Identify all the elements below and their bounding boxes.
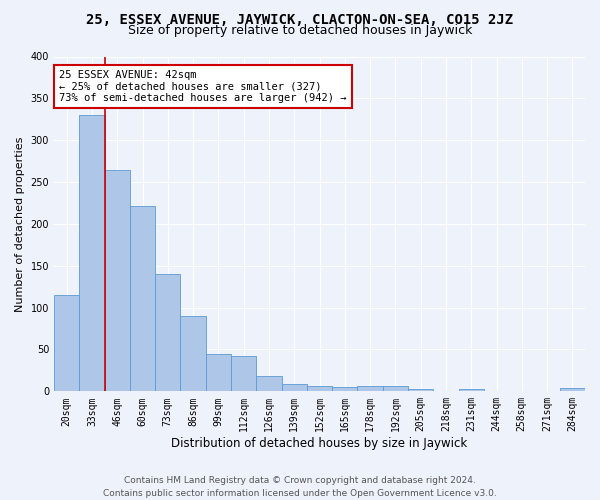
Bar — [104, 170, 130, 392]
Bar — [130, 206, 155, 392]
Bar — [560, 388, 585, 392]
Bar — [307, 386, 332, 392]
Text: 25, ESSEX AVENUE, JAYWICK, CLACTON-ON-SEA, CO15 2JZ: 25, ESSEX AVENUE, JAYWICK, CLACTON-ON-SE… — [86, 12, 514, 26]
Bar — [181, 316, 206, 392]
Bar — [458, 389, 484, 392]
Bar — [383, 386, 408, 392]
Bar — [79, 115, 104, 392]
Bar — [332, 387, 358, 392]
Text: Size of property relative to detached houses in Jaywick: Size of property relative to detached ho… — [128, 24, 472, 37]
Bar — [54, 295, 79, 392]
Text: Contains HM Land Registry data © Crown copyright and database right 2024.
Contai: Contains HM Land Registry data © Crown c… — [103, 476, 497, 498]
Bar — [155, 274, 181, 392]
Y-axis label: Number of detached properties: Number of detached properties — [15, 136, 25, 312]
Bar — [408, 389, 433, 392]
X-axis label: Distribution of detached houses by size in Jaywick: Distribution of detached houses by size … — [172, 437, 467, 450]
Bar — [206, 354, 231, 392]
Bar — [231, 356, 256, 392]
Text: 25 ESSEX AVENUE: 42sqm
← 25% of detached houses are smaller (327)
73% of semi-de: 25 ESSEX AVENUE: 42sqm ← 25% of detached… — [59, 70, 347, 103]
Bar — [358, 386, 383, 392]
Bar — [281, 384, 307, 392]
Bar — [256, 376, 281, 392]
